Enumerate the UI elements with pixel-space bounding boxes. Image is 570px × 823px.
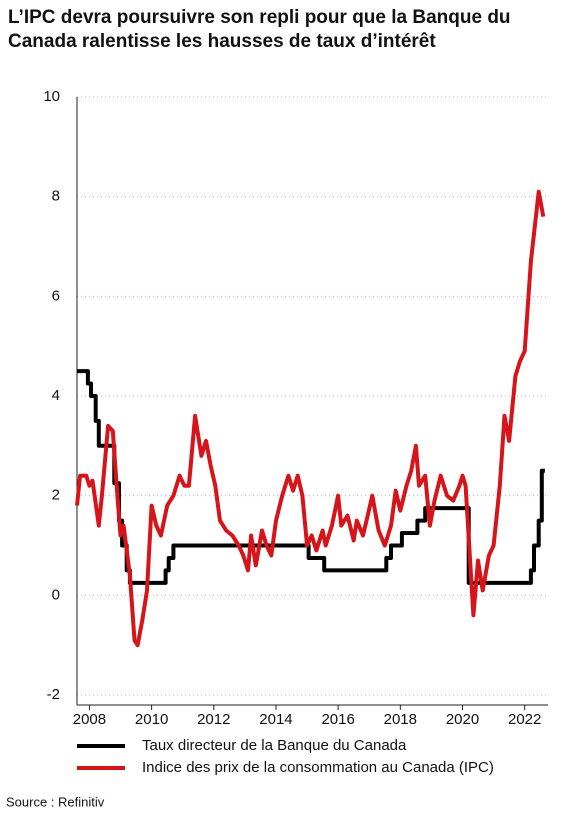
x-tick-label: 2020 <box>446 711 479 728</box>
y-tick-label: 8 <box>52 188 60 205</box>
x-tick-label: 2022 <box>508 711 541 728</box>
source: Source : Refinitiv <box>6 794 105 809</box>
y-tick-label: -2 <box>47 686 60 703</box>
x-tick-label: 2014 <box>259 711 292 728</box>
legend-label: Taux directeur de la Banque du Canada <box>142 737 407 754</box>
series-line <box>77 369 545 585</box>
y-tick-label: 6 <box>52 287 60 304</box>
chart-title: L’IPC devra poursuivre son repli pour qu… <box>8 7 511 52</box>
y-tick-label: 0 <box>52 586 60 603</box>
x-tick-label: 2010 <box>135 711 168 728</box>
x-tick-label: 2016 <box>321 711 354 728</box>
y-tick-label: 10 <box>43 88 60 105</box>
x-tick-label: 2018 <box>384 711 417 728</box>
legend-label: Indice des prix de la consommation au Ca… <box>142 759 494 776</box>
series-line <box>75 189 546 648</box>
y-tick-label: 4 <box>52 387 60 404</box>
x-tick-label: 2008 <box>73 711 106 728</box>
x-tick-label: 2012 <box>197 711 230 728</box>
y-tick-label: 2 <box>52 487 60 504</box>
